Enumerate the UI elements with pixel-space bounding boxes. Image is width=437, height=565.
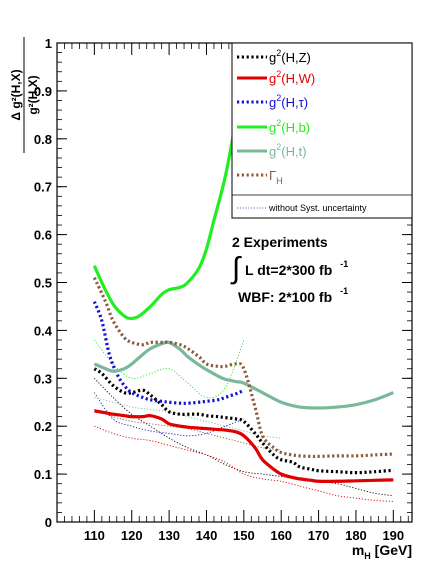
y-tick-label: 0.6 <box>34 228 52 243</box>
series-group <box>92 90 394 483</box>
legend-label-sup: 2 <box>276 93 281 103</box>
legend-label-sup: 2 <box>276 142 281 152</box>
annotation-line3-text: WBF: 2*100 fb <box>238 289 332 305</box>
legend-label-base: g <box>269 120 276 135</box>
legend-label-2: g2(H,τ) <box>269 93 308 110</box>
y-tick-label: 0.3 <box>34 371 52 386</box>
x-tick-label: 190 <box>382 528 404 543</box>
x-tick-label: 140 <box>196 528 218 543</box>
y-tick-label: 0.2 <box>34 419 52 434</box>
thin-series-line <box>94 409 282 451</box>
legend-label-rest: (H,t) <box>281 144 306 159</box>
annotation-line2: L dt=2*300 fb -1 <box>245 259 348 278</box>
y-axis-label-numerator: Δ g²(H,X) <box>9 69 23 120</box>
thin-series-group <box>94 339 394 502</box>
x-axis-label-main: m <box>352 542 364 558</box>
thin-series-line <box>94 392 245 437</box>
y-axis-label-denominator: g²(H,X) <box>26 75 40 114</box>
annotation-line2-text: L dt=2*300 fb <box>245 262 332 278</box>
legend-label-rest: (H,b) <box>281 120 310 135</box>
legend-label-sup: 2 <box>276 69 281 79</box>
y-tick-label: 0.8 <box>34 132 52 147</box>
legend-label-base: g <box>269 144 276 159</box>
y-tick-label: 0.4 <box>34 323 53 338</box>
x-axis-label: mH [GeV] <box>352 542 412 561</box>
annotation-line3: WBF: 2*100 fb -1 <box>238 286 348 305</box>
legend-label-5: ΓH <box>269 168 283 186</box>
legend-label-sup: 2 <box>276 118 281 128</box>
annotation-line1: 2 Experiments <box>232 234 328 250</box>
y-tick-label: 0 <box>45 515 52 530</box>
annotation-line2-sup: -1 <box>340 259 348 269</box>
x-axis-label-sub: H <box>364 551 371 561</box>
legend-label-sup: 2 <box>276 48 281 58</box>
legend-label-0: g2(H,Z) <box>269 48 311 65</box>
legend-label-1: g2(H,W) <box>269 69 315 86</box>
legend: g2(H,Z)g2(H,W)g2(H,τ)g2(H,b)g2(H,t)ΓHwit… <box>231 42 413 219</box>
legend-box <box>231 42 413 219</box>
x-tick-label: 160 <box>270 528 292 543</box>
x-tick-label: 110 <box>84 528 105 543</box>
legend-label-rest: (H,τ) <box>281 95 308 110</box>
y-tick-label: 0.5 <box>34 276 52 291</box>
series-line-4 <box>93 340 394 410</box>
x-tick-label: 120 <box>121 528 143 543</box>
legend-label-base: g <box>269 50 276 65</box>
y-axis-label: Δ g²(H,X) g²(H,X) <box>9 37 40 153</box>
y-tick-label: 0.1 <box>34 467 52 482</box>
legend-label-rest: (H,W) <box>281 71 315 86</box>
x-axis-label-unit: [GeV] <box>371 542 412 558</box>
x-tick-label: 170 <box>308 528 330 543</box>
legend-label-base: g <box>269 95 276 110</box>
axis-labels: mH [GeV]Δ g²(H,X) g²(H,X) <box>9 37 412 561</box>
annotation-line3-sup: -1 <box>340 286 348 296</box>
series-line-0 <box>93 367 394 475</box>
legend-label-base: g <box>269 71 276 86</box>
x-tick-label: 150 <box>233 528 255 543</box>
x-tick-label: 180 <box>345 528 367 543</box>
thin-series-line <box>94 339 245 399</box>
y-tick-label: 0.9 <box>34 84 52 99</box>
y-tick-label: 1 <box>45 36 52 51</box>
series-line-3 <box>92 90 246 321</box>
annotation-integral: ∫ <box>230 252 242 285</box>
legend-label-3: g2(H,b) <box>269 118 310 135</box>
legend-label-rest: (H,Z) <box>281 50 311 65</box>
legend-label-thin: without Syst. uncertainty <box>268 203 367 213</box>
y-tick-label: 0.7 <box>34 180 52 195</box>
x-tick-label: 130 <box>158 528 180 543</box>
thin-series-line <box>94 397 282 439</box>
series-line-1 <box>94 409 394 483</box>
legend-label-base: Γ <box>269 168 276 183</box>
legend-label-sub: H <box>276 176 283 186</box>
legend-label-4: g2(H,t) <box>269 142 307 159</box>
